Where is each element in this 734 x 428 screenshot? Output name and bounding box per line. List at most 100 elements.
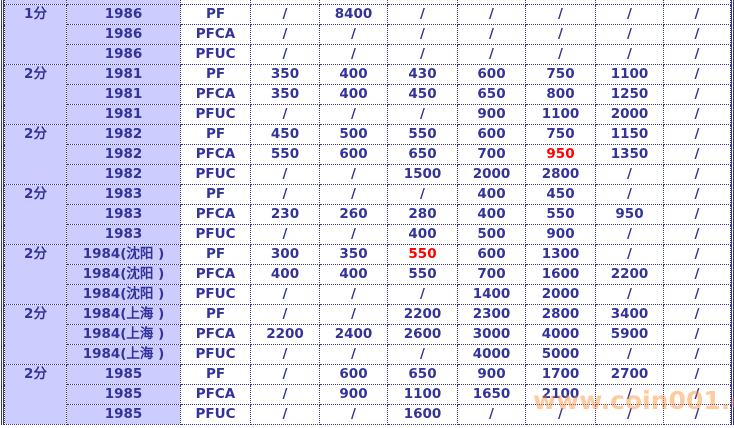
price-cell: / <box>387 284 458 305</box>
table-row: 1981 PFCA 350 400 450 650 800 1250/ <box>5 84 731 105</box>
year-cell: 1984(上海 ) <box>66 344 181 365</box>
price-cell: 1500 <box>387 164 458 185</box>
grade-cell: PF <box>180 124 251 145</box>
price-cell: 550 <box>525 204 596 225</box>
price-cell: 300 <box>250 244 320 265</box>
price-cell: / <box>595 184 664 205</box>
year-cell: 1984(沈阳 ) <box>66 264 181 285</box>
year-cell: 1986 <box>66 24 181 45</box>
price-cell: / <box>319 184 388 205</box>
price-cell: 900 <box>457 364 526 385</box>
price-cell: 750 <box>525 64 596 85</box>
price-cell: / <box>250 24 320 45</box>
price-cell: 2200 <box>250 324 320 345</box>
price-cell: 1600 <box>387 404 458 425</box>
price-cell: 2200 <box>595 264 664 285</box>
year-cell: 1982 <box>66 124 181 145</box>
price-cell: / <box>663 204 731 225</box>
price-cell: 1100 <box>595 64 664 85</box>
table-row: 2分 1984(沈阳 ) PF 300 350 550 600 1300// <box>4 244 731 305</box>
price-cell: / <box>525 24 596 45</box>
price-cell: 450 <box>525 184 596 205</box>
price-cell: / <box>319 104 388 125</box>
price-cell: 600 <box>457 244 526 265</box>
price-cell: 900 <box>319 384 388 405</box>
price-cell: / <box>663 364 731 385</box>
grade-cell: PF <box>180 244 251 265</box>
table-row: 1984(上海 ) PFCA 2200 2400 2600 3000 4000 5900/ <box>5 324 731 345</box>
price-cell: / <box>663 44 731 65</box>
denomination-cell: 2分 <box>4 364 67 425</box>
price-cell: / <box>663 244 731 265</box>
grade-cell: PF <box>180 4 251 25</box>
denomination-cell: 2分 <box>4 184 67 245</box>
price-cell: / <box>663 84 731 105</box>
price-cell: 280 <box>387 204 458 225</box>
price-cell: 2300 <box>457 304 526 325</box>
price-cell: / <box>663 4 731 25</box>
coin-price-table: 1分 1986 PF/8400// / //1986 PFCA / / / / / //1986 PFU… <box>4 0 731 425</box>
price-cell: / <box>457 4 526 25</box>
price-cell: 650 <box>457 84 526 105</box>
table-row: 1984(沈阳 ) PFUC / //1400 2000// <box>5 284 731 305</box>
price-cell: / <box>595 4 664 25</box>
price-cell: / <box>525 44 596 65</box>
price-cell: 600 <box>319 144 388 165</box>
price-cell: / <box>663 404 731 425</box>
grade-cell: PFUC <box>180 284 251 305</box>
price-cell: / <box>595 44 664 65</box>
price-cell: / <box>525 4 596 25</box>
grade-cell: PF <box>180 304 251 325</box>
price-cell: 1400 <box>457 284 526 305</box>
price-cell: / <box>663 24 731 45</box>
price-cell: 1650 <box>457 384 526 405</box>
price-cell: 2800 <box>525 304 596 325</box>
price-cell: 400 <box>319 264 388 285</box>
table-row: 1983 PFCA 230 260 280 400 550 950/ <box>5 204 731 225</box>
grade-cell: PFUC <box>180 344 251 365</box>
price-cell: / <box>250 184 320 205</box>
price-cell: / <box>319 284 388 305</box>
price-cell: / <box>595 404 664 425</box>
price-cell: 350 <box>250 84 320 105</box>
price-cell: / <box>387 344 458 365</box>
table-row: 1986 PFUC / / / / / / / <box>5 44 731 65</box>
grade-cell: PFUC <box>180 44 251 65</box>
price-cell: 5900 <box>595 324 664 345</box>
price-cell: 260 <box>319 204 388 225</box>
price-cell: / <box>663 304 731 325</box>
price-cell: / <box>663 224 731 245</box>
price-cell: 400 <box>319 84 388 105</box>
grade-cell: PFCA <box>180 144 251 165</box>
year-cell: 1982 <box>66 144 181 165</box>
year-cell: 1981 <box>66 84 181 105</box>
table-row: 1983 PFUC //400 500 900// <box>5 224 731 245</box>
price-cell: / <box>663 264 731 285</box>
denomination-cell: 2分 <box>4 304 67 365</box>
price-cell: 1300 <box>525 244 596 265</box>
price-cell: 2000 <box>525 284 596 305</box>
denomination-cell: 2分 <box>4 244 67 305</box>
price-cell: / <box>250 404 320 425</box>
price-cell: / <box>250 104 320 125</box>
table-row: 1分 1986 PF/8400// / / / <box>4 4 731 65</box>
price-cell: 2400 <box>319 324 388 345</box>
price-cell: 3400 <box>595 304 664 325</box>
grade-cell: PFCA <box>180 84 251 105</box>
price-cell: 800 <box>525 84 596 105</box>
price-cell: / <box>595 344 664 365</box>
price-cell: 750 <box>525 124 596 145</box>
year-cell: 1983 <box>66 204 181 225</box>
price-cell: 350 <box>250 64 320 85</box>
price-cell: 600 <box>457 64 526 85</box>
price-cell: / <box>663 124 731 145</box>
year-cell: 1981 <box>66 64 181 85</box>
year-cell: 1985 <box>66 384 181 405</box>
year-cell: 1984(沈阳 ) <box>66 244 181 265</box>
price-cell: 4000 <box>457 344 526 365</box>
price-cell: / <box>595 164 664 185</box>
price-cell: 500 <box>457 224 526 245</box>
grade-cell: PF <box>180 64 251 85</box>
price-cell: 600 <box>457 124 526 145</box>
price-cell: 2600 <box>387 324 458 345</box>
